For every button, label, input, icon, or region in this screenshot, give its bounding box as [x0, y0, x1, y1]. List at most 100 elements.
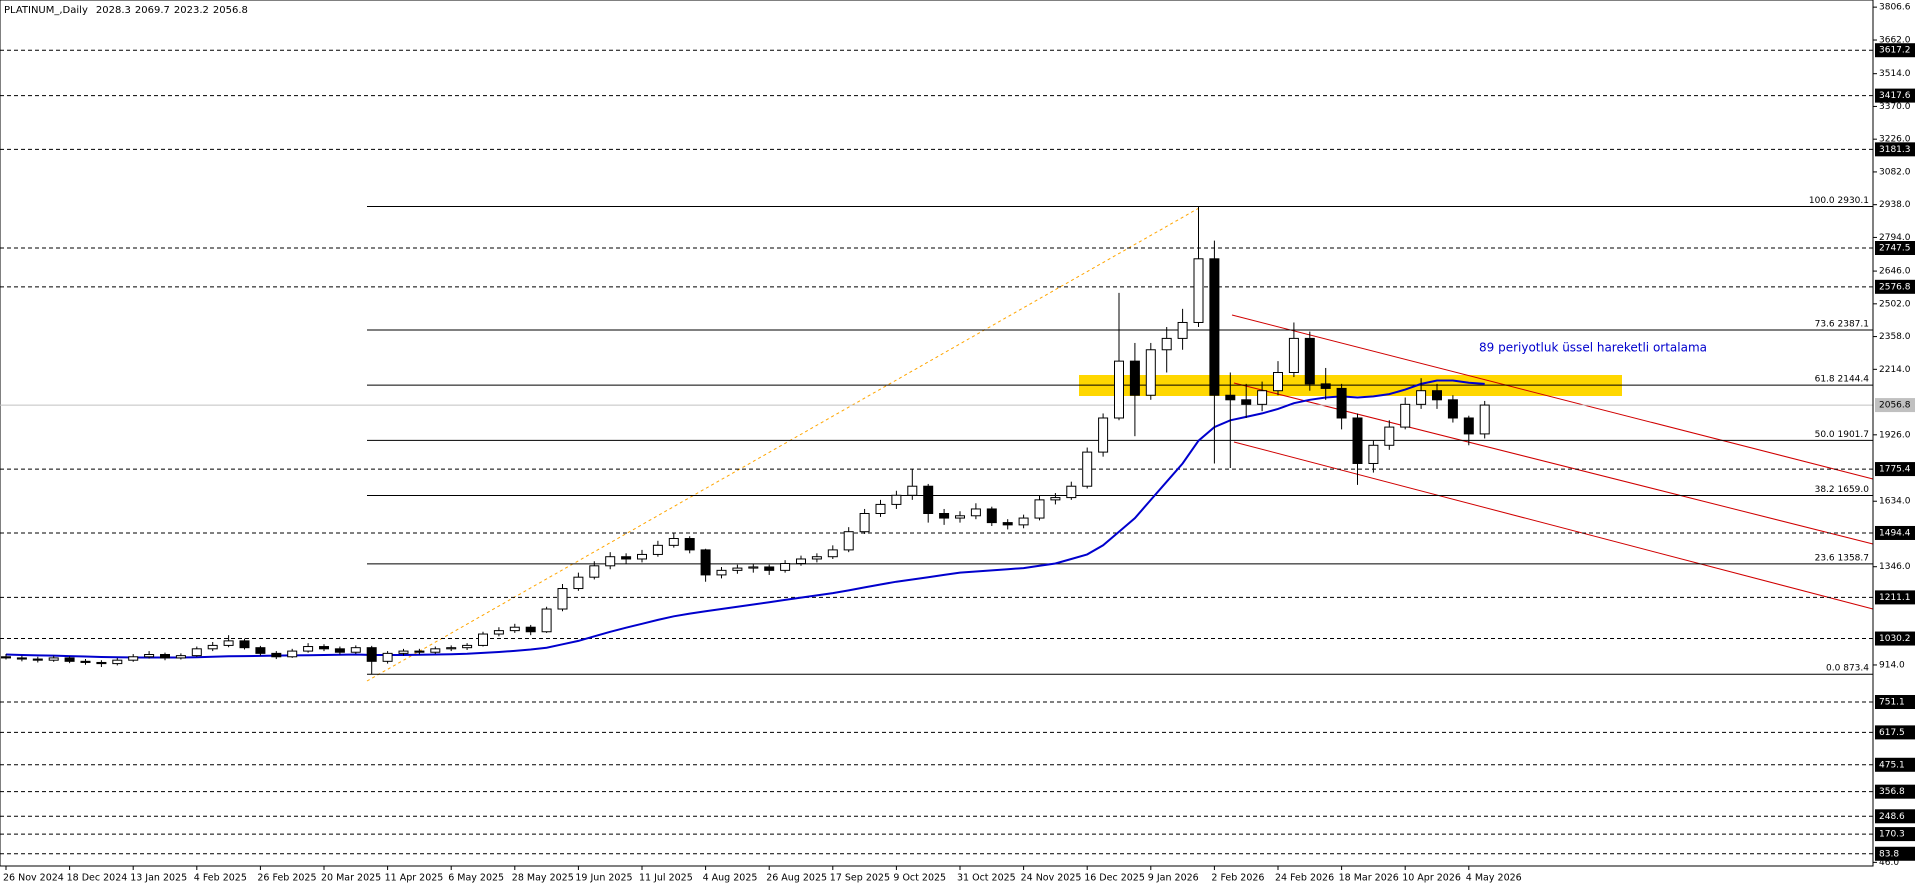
candle-body — [796, 558, 806, 565]
symbol: PLATINUM_,Daily — [4, 5, 88, 16]
y-tick-label: 2794.0 — [1879, 233, 1911, 243]
candle-body — [32, 658, 43, 661]
x-tick-label: 6 May 2025 — [448, 873, 504, 884]
candle-body — [875, 503, 886, 515]
x-tick-label: 4 Feb 2025 — [194, 873, 247, 884]
candle-body — [970, 508, 981, 517]
level-box — [1875, 784, 1915, 799]
candle-body — [652, 544, 663, 555]
candle-body — [891, 494, 902, 505]
candle-body — [446, 647, 457, 650]
candle-body — [1432, 390, 1442, 401]
price-box — [1875, 398, 1915, 413]
candle-body — [1034, 499, 1045, 519]
candle-body — [1145, 349, 1156, 396]
candle-body — [1225, 394, 1236, 401]
level-box — [1875, 240, 1915, 255]
x-tick-label: 2 Feb 2026 — [1211, 873, 1264, 884]
candle-body — [398, 650, 409, 654]
y-tick-label: 3662.0 — [1879, 36, 1911, 46]
annotation: 89 periyotluk üssel hareketli ortalama — [1479, 341, 1707, 355]
candle-body — [1018, 517, 1029, 526]
channel-lower — [1233, 441, 1874, 610]
level-label: 475.1 — [1879, 760, 1905, 770]
candle-body — [1368, 444, 1379, 464]
candle-body — [160, 654, 170, 659]
candle-body — [493, 630, 504, 635]
x-tick-label: 16 Dec 2025 — [1084, 873, 1145, 884]
fib-label: 50.0 1901.7 — [1815, 430, 1869, 440]
y-tick-label: 3370.0 — [1879, 102, 1911, 112]
level-box — [1875, 809, 1915, 824]
candle-body — [303, 646, 314, 652]
level-box — [1875, 827, 1915, 842]
level-label: 3181.3 — [1879, 145, 1911, 155]
candle-body — [1098, 417, 1109, 453]
candle-body — [80, 660, 91, 663]
y-tick-label: 3082.0 — [1879, 167, 1911, 177]
candle-body — [48, 657, 59, 661]
level-label: 248.6 — [1879, 812, 1905, 822]
x-tick-label: 11 Apr 2025 — [385, 873, 444, 884]
candle-body — [1209, 258, 1220, 396]
level-label: 751.1 — [1879, 698, 1905, 708]
candle-body — [1463, 417, 1474, 435]
candle-body — [350, 647, 361, 653]
x-tick-label: 26 Aug 2025 — [766, 873, 827, 884]
y-tick-label: 2938.0 — [1879, 200, 1911, 210]
fib-label: 61.8 2144.4 — [1815, 375, 1870, 385]
candle-body — [684, 538, 695, 551]
level-box — [1875, 525, 1915, 540]
axis-panel — [1873, 0, 1916, 888]
candle-body — [811, 556, 822, 560]
candle-body — [478, 633, 488, 646]
y-tick-label: 914.0 — [1879, 660, 1905, 670]
x-tick-label: 26 Feb 2025 — [257, 873, 316, 884]
candle-body — [1129, 360, 1140, 396]
candle-body — [1114, 360, 1124, 419]
level-box — [1875, 757, 1915, 772]
candle-body — [700, 549, 711, 576]
candle-body — [1304, 337, 1315, 385]
chart-title: PLATINUM_,Daily 2028.3 2069.7 2023.2 2056.8 — [4, 5, 248, 16]
candle-body — [939, 513, 950, 519]
candle-body — [589, 565, 600, 578]
candle-body — [605, 556, 616, 567]
candle-body — [1257, 390, 1268, 405]
x-tick-label: 17 Sep 2025 — [830, 873, 890, 884]
candle-body — [1241, 399, 1252, 405]
x-tick-label: 26 Nov 2024 — [3, 873, 64, 884]
level-box — [1875, 88, 1915, 103]
level-box — [1875, 590, 1915, 605]
x-tick-label: 4 May 2026 — [1466, 873, 1522, 884]
candle-body — [96, 661, 107, 665]
candle-body — [1050, 497, 1061, 501]
candle-body — [716, 569, 727, 576]
candle-body — [557, 588, 568, 610]
candle-body — [64, 657, 75, 662]
level-label: 2747.5 — [1879, 243, 1911, 253]
candle-body — [780, 563, 791, 571]
candle-body — [843, 531, 854, 551]
level-label: 356.8 — [1879, 787, 1905, 797]
level-label: 1494.4 — [1879, 528, 1911, 538]
candle-body — [509, 626, 520, 632]
candle-body — [525, 626, 536, 633]
candle-body — [764, 566, 775, 571]
channel-upper — [1231, 314, 1874, 480]
fib-label: 23.6 1358.7 — [1815, 553, 1869, 563]
x-tick-label: 11 Jul 2025 — [639, 873, 693, 884]
candle-body — [382, 652, 393, 662]
candle-body — [1288, 337, 1299, 374]
candle-body — [1002, 522, 1013, 526]
fib-label: 0.0 873.4 — [1826, 664, 1869, 674]
candle-body — [668, 538, 679, 546]
candle-body — [541, 608, 552, 633]
candle-body — [1400, 403, 1411, 428]
level-box — [1875, 695, 1915, 710]
x-tick-label: 4 Aug 2025 — [703, 873, 758, 884]
level-box — [1875, 279, 1915, 294]
candle-body — [1320, 383, 1331, 389]
y-tick-label: 46.0 — [1879, 858, 1899, 868]
